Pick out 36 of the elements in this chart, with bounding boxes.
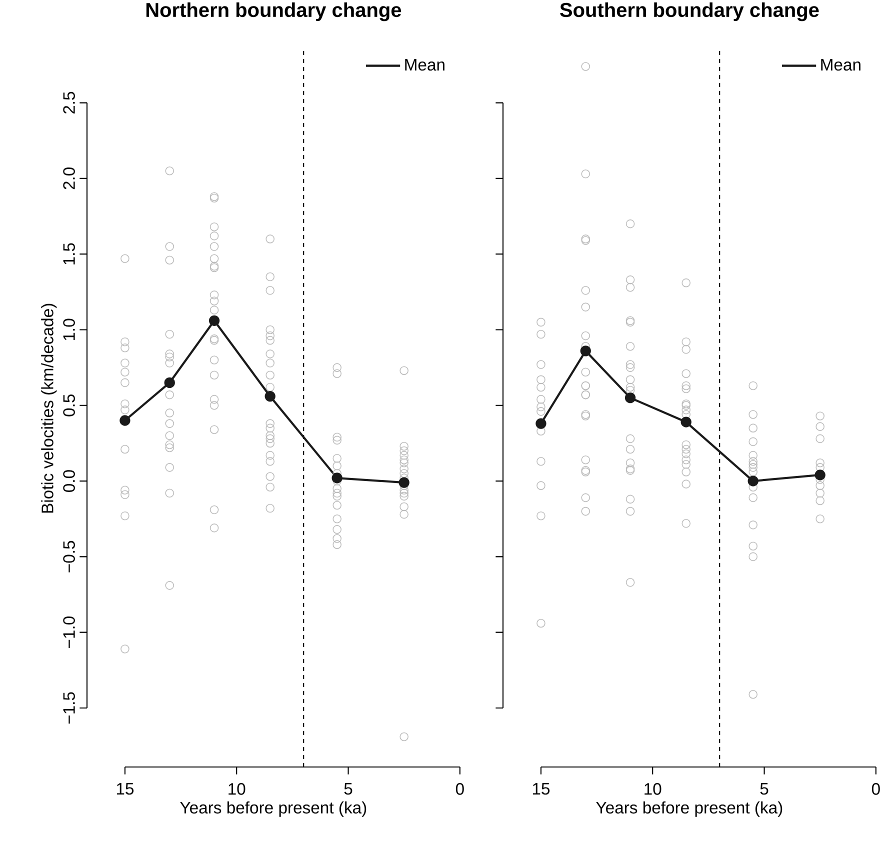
point bbox=[264, 390, 276, 402]
x-tick-label: 0 bbox=[872, 783, 880, 795]
x-tick-label: 0 bbox=[456, 783, 464, 795]
y-tick-label: 2.0 bbox=[63, 168, 75, 190]
x-tick-label: 10 bbox=[644, 783, 662, 795]
y-axis-title: Biotic velocities (km/decade) bbox=[41, 304, 57, 513]
x-tick-label: 15 bbox=[116, 783, 134, 795]
y-tick-label: 0.5 bbox=[63, 394, 75, 416]
point bbox=[814, 470, 826, 480]
point bbox=[332, 472, 342, 484]
x-tick-label: 15 bbox=[532, 783, 550, 795]
y-tick-label: 1.0 bbox=[63, 318, 75, 340]
x-axis-title: Years before present (ka) bbox=[596, 801, 782, 817]
y-tick-label: 2.5 bbox=[63, 92, 75, 114]
y-tick-label: 0.0 bbox=[63, 470, 75, 492]
x-axis-title: Years before present (ka) bbox=[180, 801, 366, 817]
x-tick-label: 5 bbox=[344, 783, 352, 795]
point bbox=[536, 418, 546, 429]
y-tick-label: −0.5 bbox=[63, 540, 75, 572]
y-tick-label: 1.5 bbox=[63, 243, 75, 264]
x-tick-label: 5 bbox=[760, 783, 768, 795]
legend-label: Mean bbox=[821, 59, 860, 71]
y-tick-label: −1.5 bbox=[63, 692, 75, 724]
chart-title: Northern boundary change bbox=[146, 2, 402, 22]
point bbox=[680, 416, 692, 428]
point bbox=[748, 476, 758, 486]
chart-title: Southern boundary change bbox=[560, 2, 819, 22]
point bbox=[208, 315, 220, 326]
legend-label: Mean bbox=[405, 59, 444, 71]
point bbox=[120, 415, 130, 426]
point bbox=[580, 346, 591, 356]
point bbox=[398, 477, 410, 488]
point bbox=[164, 377, 175, 388]
point bbox=[624, 392, 636, 404]
x-tick-label: 10 bbox=[228, 783, 246, 795]
y-tick-label: −1.0 bbox=[63, 616, 75, 648]
